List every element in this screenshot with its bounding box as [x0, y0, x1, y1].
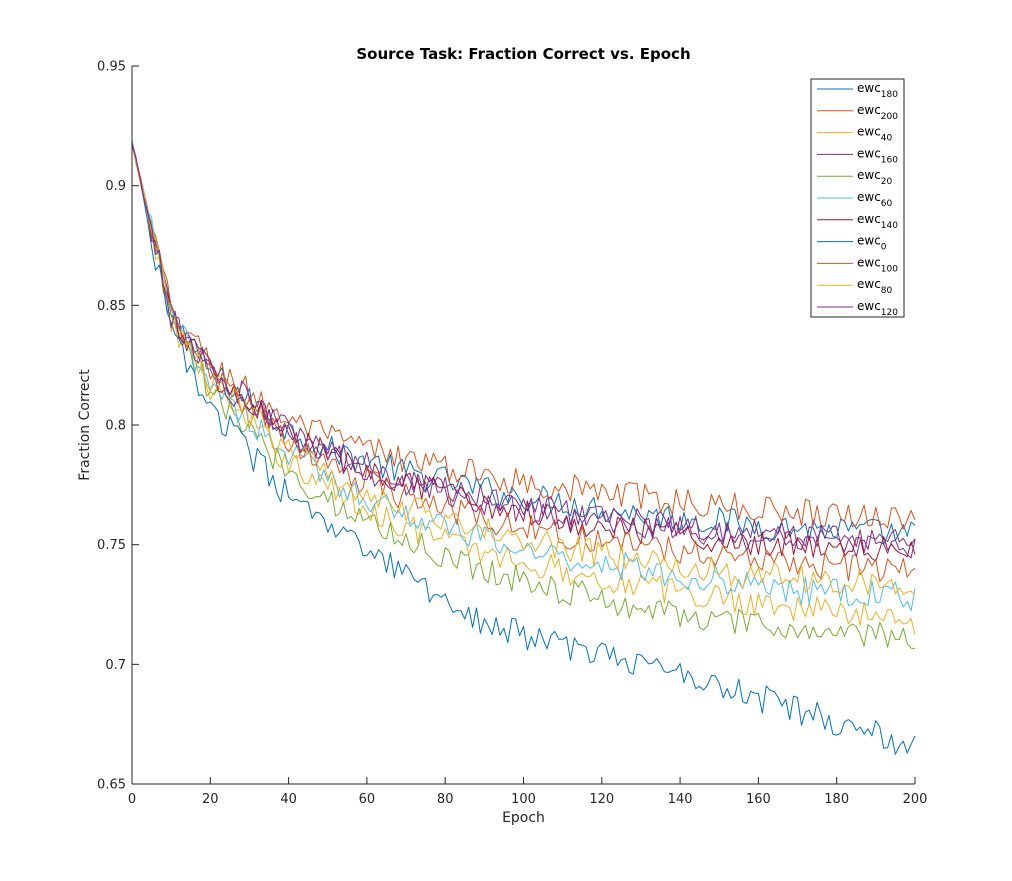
series-line-ewc-20 — [131, 140, 916, 649]
x-tick-label: 80 — [437, 792, 454, 807]
y-tick-label: 0.65 — [97, 778, 126, 793]
y-tick-label: 0.9 — [105, 179, 126, 194]
legend-entry-ewc-80: ewc80 — [857, 277, 893, 296]
legend: ewc180 ewc200 ewc40 ewc160 ewc20 ewc60 ewc140 e… — [810, 78, 905, 318]
y-tick-label: 0.7 — [105, 658, 126, 673]
x-tick-label: 160 — [746, 792, 771, 807]
y-tick-label: 0.75 — [97, 538, 126, 553]
legend-entry-ewc-20: ewc20 — [857, 168, 893, 187]
legend-entry-ewc-60: ewc60 — [857, 190, 893, 209]
x-tick-label: 180 — [824, 792, 849, 807]
series-line-ewc-80 — [131, 143, 916, 596]
series-line-ewc-120 — [131, 143, 916, 559]
y-tick-label: 0.8 — [105, 419, 126, 434]
x-tick-label: 20 — [202, 792, 219, 807]
axes: 0 20 40 60 80 100 120 140 160 180 200 0.65 0.7 0.75 0.… — [97, 60, 927, 808]
y-tick-label: 0.85 — [97, 299, 126, 314]
x-tick-label: 140 — [668, 792, 693, 807]
series-line-ewc-0 — [131, 144, 916, 755]
legend-entry-ewc-140: ewc140 — [857, 212, 898, 231]
y-axis-title: Fraction Correct — [77, 369, 93, 481]
legend-entry-ewc-120: ewc120 — [857, 299, 898, 318]
x-tick-label: 200 — [903, 792, 928, 807]
series-line-ewc-200 — [131, 141, 916, 530]
x-tick-label: 40 — [280, 792, 297, 807]
x-tick-label: 120 — [589, 792, 614, 807]
x-tick-label: 100 — [511, 792, 536, 807]
legend-entry-ewc-40: ewc40 — [857, 125, 893, 144]
series-line-ewc-60 — [131, 139, 916, 612]
legend-entry-ewc-200: ewc200 — [857, 103, 898, 122]
x-axis-title: Epoch — [502, 810, 545, 826]
series-line-ewc-160 — [131, 140, 916, 554]
chart-title: Source Task: Fraction Correct vs. Epoch — [356, 45, 690, 63]
y-tick-label: 0.95 — [97, 60, 126, 75]
x-tick-label: 60 — [359, 792, 376, 807]
x-tick-label: 0 — [128, 792, 136, 807]
legend-entry-ewc-160: ewc160 — [857, 146, 898, 165]
legend-entry-ewc-100: ewc100 — [857, 255, 898, 274]
legend-entry-ewc-180: ewc180 — [857, 81, 898, 100]
legend-entry-ewc-0: ewc0 — [857, 234, 887, 253]
plot-area — [131, 139, 916, 755]
